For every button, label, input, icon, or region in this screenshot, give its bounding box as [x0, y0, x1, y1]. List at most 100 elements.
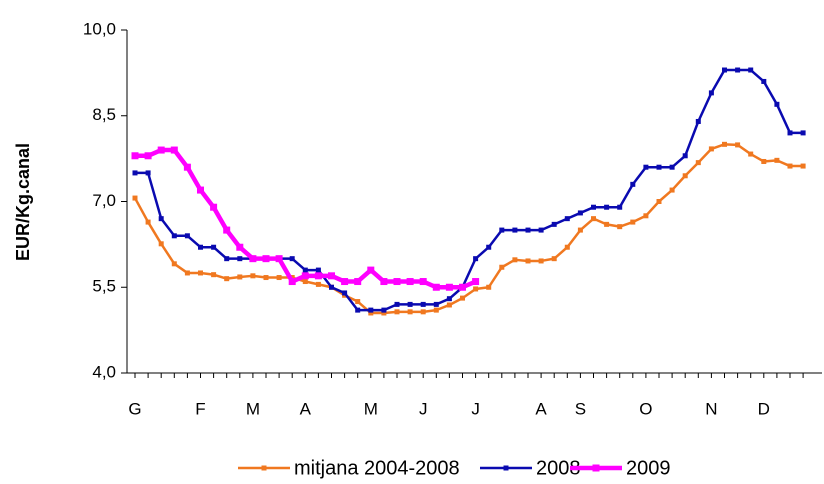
- series-marker: [656, 199, 662, 204]
- series-marker: [512, 227, 518, 233]
- series-marker: [263, 275, 269, 281]
- series-marker: [170, 146, 178, 154]
- series-line: [133, 143, 804, 315]
- series-marker: [472, 278, 480, 286]
- legend-label: 2008: [536, 457, 581, 479]
- x-tick-label: J: [471, 399, 480, 418]
- series-marker: [158, 241, 164, 247]
- series-marker: [289, 256, 295, 262]
- series-marker: [406, 278, 414, 286]
- series-marker: [132, 195, 138, 201]
- series-marker: [722, 67, 727, 73]
- series-marker: [224, 276, 230, 282]
- series-marker: [380, 278, 388, 286]
- series-marker: [236, 243, 244, 251]
- series-marker: [682, 153, 688, 159]
- legend-label: mitjana 2004-2008: [294, 457, 460, 479]
- series-marker: [787, 130, 793, 136]
- series-marker: [184, 270, 190, 276]
- series-marker: [368, 310, 374, 316]
- series-marker: [800, 130, 806, 136]
- legend-marker: [592, 464, 600, 472]
- series-marker: [459, 283, 466, 291]
- series-marker: [262, 255, 270, 263]
- series-marker: [722, 141, 727, 147]
- series-marker: [432, 283, 440, 291]
- series-marker: [171, 261, 177, 267]
- series-marker: [314, 272, 322, 280]
- series-marker: [367, 266, 375, 274]
- legend-marker: [261, 465, 267, 471]
- x-tick-label: A: [300, 399, 312, 418]
- x-tick-label: O: [639, 399, 652, 418]
- series-marker: [419, 278, 427, 286]
- series-marker: [315, 267, 321, 273]
- series-marker: [328, 272, 335, 280]
- series-marker: [604, 221, 610, 227]
- series-marker: [198, 270, 203, 276]
- series-marker: [695, 118, 701, 124]
- series-marker: [420, 309, 426, 315]
- series-marker: [354, 278, 362, 286]
- series-marker: [748, 151, 754, 157]
- legend-label: 2009: [626, 457, 671, 479]
- series-marker: [355, 299, 361, 305]
- series-marker: [433, 301, 439, 307]
- series-marker: [302, 279, 308, 285]
- series-marker: [473, 256, 479, 262]
- series-marker: [131, 152, 139, 160]
- series-marker: [145, 219, 151, 225]
- series-marker: [237, 274, 243, 280]
- y-tick-label: 4,0: [92, 362, 116, 381]
- legend-marker: [503, 465, 509, 471]
- series-marker: [446, 296, 452, 302]
- x-tick-label: A: [535, 399, 547, 418]
- series-marker: [525, 227, 531, 233]
- series-marker: [315, 281, 321, 287]
- series-marker: [774, 101, 780, 107]
- series-marker: [276, 275, 282, 281]
- series-marker: [445, 283, 453, 291]
- series-marker: [748, 67, 754, 73]
- series-marker: [407, 309, 413, 315]
- series-marker: [669, 187, 675, 193]
- series-marker: [630, 219, 636, 225]
- series-marker: [564, 216, 570, 222]
- series-marker: [617, 204, 623, 210]
- series-marker: [275, 255, 283, 263]
- series-marker: [499, 227, 505, 233]
- series-marker: [407, 301, 413, 307]
- series-marker: [381, 307, 387, 313]
- series-marker: [551, 256, 557, 262]
- series-marker: [708, 146, 714, 152]
- series-marker: [393, 278, 401, 286]
- series-marker: [341, 278, 349, 286]
- series-marker: [183, 163, 191, 171]
- y-tick-label: 7,0: [92, 191, 116, 210]
- series-marker: [695, 160, 701, 166]
- series-marker: [210, 203, 218, 211]
- series-marker: [486, 244, 492, 250]
- series-marker: [211, 272, 217, 278]
- series-marker: [591, 204, 596, 210]
- series-marker: [158, 216, 164, 222]
- series-marker: [301, 272, 309, 280]
- series-marker: [577, 210, 583, 216]
- x-tick-label: N: [705, 399, 717, 418]
- series-marker: [342, 290, 348, 296]
- series-marker: [800, 163, 806, 169]
- series-marker: [643, 164, 649, 170]
- series-marker: [420, 301, 426, 307]
- series-marker: [145, 170, 151, 176]
- x-tick-label: M: [364, 399, 378, 418]
- series-marker: [144, 152, 152, 160]
- series-marker: [708, 90, 714, 96]
- series-marker: [381, 310, 387, 316]
- series-marker: [368, 307, 374, 313]
- series-marker: [735, 67, 741, 73]
- series-marker: [198, 244, 203, 250]
- series-marker: [433, 307, 439, 313]
- series-marker: [617, 224, 623, 230]
- x-tick-label: G: [128, 399, 141, 418]
